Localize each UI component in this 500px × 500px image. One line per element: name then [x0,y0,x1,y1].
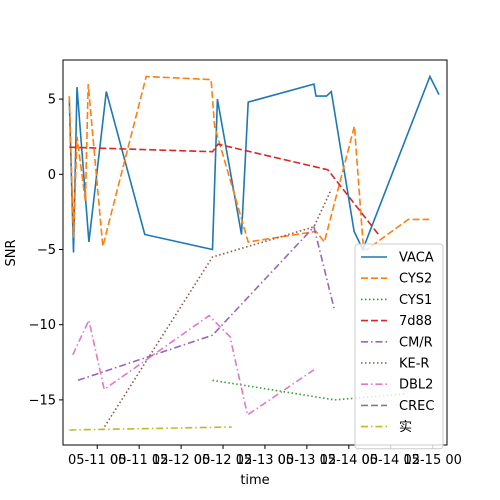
x-tick-label-1: 05-11 12 [110,453,168,468]
y-tick-label-2: −5 [37,243,56,258]
legend: VACA CYS2 CYS1 7d88 CM/R KE-R DBL2 CREC 实 [354,243,444,450]
series-line-4 [77,225,336,382]
x-tick-label-2: 05-12 00 [152,453,210,468]
legend-label-5: KE-R [399,357,429,372]
x-tick-label-7: 05-14 12 [362,453,420,468]
y-tick-label-1: −10 [29,318,56,333]
legend-label-1: CYS2 [399,272,432,287]
x-tick-label-4: 05-13 00 [236,453,294,468]
x-axis-label: time [240,473,269,488]
x-tick-label-3: 05-12 12 [194,453,252,468]
y-tick-label-4: 5 [48,93,56,108]
x-tick-label-0: 05-11 00 [68,453,126,468]
y-tick-label-0: −15 [29,393,56,408]
legend-label-3: 7d88 [399,314,432,329]
legend-label-4: CM/R [399,335,433,350]
x-tick-label-6: 05-14 00 [320,453,378,468]
series-line-2 [212,379,405,401]
series-line-3 [69,143,380,235]
series-line-0 [68,74,440,253]
legend-label-8: 实 [399,420,412,435]
series-line-6 [72,314,315,417]
legend-box [354,243,444,450]
y-tick-label-3: 0 [48,168,56,183]
legend-label-7: CREC [399,399,434,414]
x-tick-label-8: 05-15 00 [403,453,461,468]
series-line-5 [101,188,333,431]
y-axis-ticks: −15 −10 −5 0 5 [29,93,63,408]
plot-frame [62,59,448,446]
legend-label-6: DBL2 [399,378,433,393]
y-axis-label: SNR [4,239,19,266]
series-layer [68,74,440,431]
legend-label-0: VACA [399,251,434,266]
x-tick-label-5: 05-13 12 [278,453,336,468]
series-line-8 [69,426,232,431]
legend-label-2: CYS1 [399,293,432,308]
